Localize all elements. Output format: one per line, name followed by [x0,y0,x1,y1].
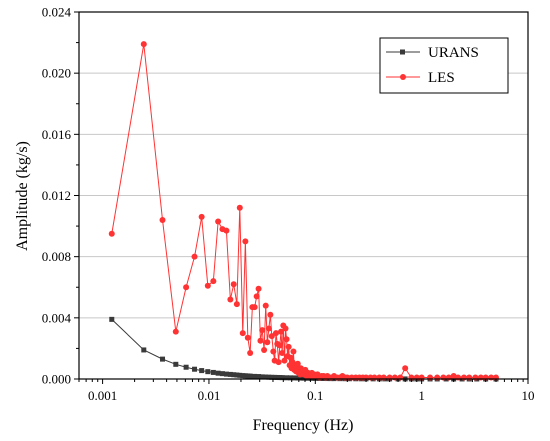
data-point-urans [141,347,147,353]
data-point-les [272,330,279,337]
data-point-urans [256,374,262,380]
y-axis-title: Amplitude (kg/s) [14,141,31,251]
data-point-urans [219,371,225,377]
y-tick-label: 0.012 [42,188,71,203]
data-point-urans [269,374,275,380]
data-point-les [290,348,297,355]
data-point-les [259,327,266,334]
legend-label-les: LES [428,70,455,86]
data-point-urans [274,374,280,380]
data-point-les [204,282,211,289]
data-point-les [223,227,230,234]
data-point-urans [279,375,285,381]
data-point-les [276,342,283,349]
data-point-urans [259,374,265,380]
y-tick-label: 0.000 [42,372,71,387]
y-tick-label: 0.020 [42,66,71,81]
data-point-urans [291,375,297,381]
data-point-les [227,296,234,303]
data-point-les [265,325,272,332]
data-point-urans [183,364,189,370]
data-point-les [159,216,166,223]
data-point-les [191,253,198,260]
data-point-les [244,334,251,341]
data-point-les [294,360,301,367]
data-point-urans [109,316,115,322]
data-point-les [215,218,222,225]
y-tick-label: 0.008 [42,249,71,264]
data-point-les [251,304,258,311]
legend-label-urans: URANS [428,45,479,61]
data-point-les [262,302,269,309]
data-point-les [267,311,274,318]
data-point-les [283,336,290,343]
data-point-urans [298,375,304,381]
data-point-les [183,284,190,291]
data-point-urans [301,375,307,381]
data-point-les [140,41,147,48]
data-point-les [239,330,246,337]
data-point-urans [237,372,243,378]
data-point-urans [263,374,269,380]
data-point-les [253,293,260,300]
legend-marker-les [400,74,406,80]
data-point-urans [160,356,166,362]
data-point-urans [199,368,205,374]
data-point-les [268,333,275,340]
data-point-les [255,285,262,292]
data-point-urans [227,371,233,377]
data-point-les [261,346,268,353]
data-point-les [247,350,254,357]
y-tick-label: 0.004 [42,310,72,325]
data-point-les [282,325,289,332]
data-point-urans [288,375,294,381]
data-point-urans [231,372,237,378]
legend-marker-urans [400,49,405,55]
data-point-urans [266,374,272,380]
data-point-urans [295,375,301,381]
data-point-les [108,230,115,237]
data-point-urans [247,373,253,379]
data-point-les [287,354,294,361]
data-point-les [242,238,249,245]
data-point-les [281,357,288,364]
data-point-les [233,301,240,308]
data-point-les [278,328,285,335]
data-point-les [257,337,264,344]
data-point-les [264,339,271,346]
data-point-les [198,213,205,220]
data-point-urans [223,371,229,377]
data-point-les [279,350,286,357]
x-tick-label: 0.01 [198,388,221,403]
data-point-les [236,204,243,211]
y-tick-label: 0.016 [42,127,72,142]
data-point-les [275,359,282,366]
y-tick-label: 0.024 [42,5,72,20]
data-point-les [402,365,409,372]
legend-box [379,37,509,94]
data-point-urans [215,370,221,376]
x-axis-title: Frequency (Hz) [253,417,354,434]
x-tick-label: 0.1 [307,388,323,403]
data-point-les [210,278,217,285]
data-point-urans [210,369,216,375]
x-tick-label: 1 [418,388,425,403]
data-point-urans [252,373,258,379]
x-tick-label: 0.001 [88,388,117,403]
data-point-urans [240,373,246,379]
data-point-urans [284,375,290,381]
legend: URANS LES [379,37,509,94]
data-point-urans [205,369,211,375]
data-point-les [270,348,277,355]
data-point-les [285,343,292,350]
data-point-les [230,281,237,288]
data-point-urans [192,366,198,372]
data-point-les [172,328,179,335]
data-point-urans [234,372,240,378]
x-tick-label: 10 [522,388,535,403]
data-point-urans [272,374,278,380]
data-point-urans [173,361,179,367]
ticks: 0.000 0.004 0.008 0.012 0.016 0.020 0.024 0.001… [42,5,535,404]
